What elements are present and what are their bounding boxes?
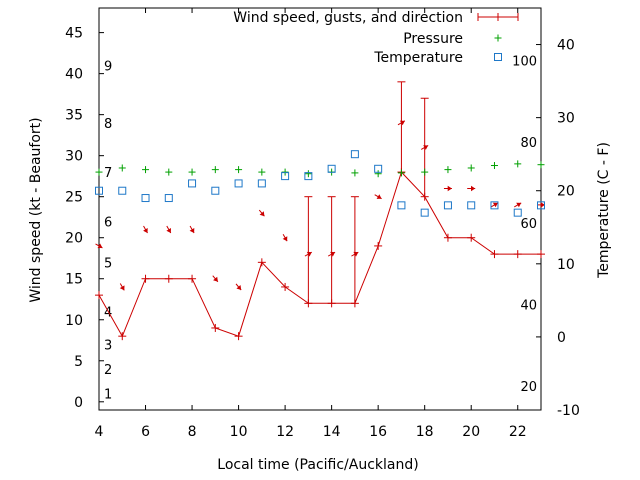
temperature-point [467, 201, 476, 210]
wind-direction-arrowhead [213, 276, 218, 282]
y-tick-label: 45 [65, 26, 83, 42]
wind-direction-arrowhead [166, 228, 171, 233]
beaufort-label: 3 [104, 338, 112, 353]
beaufort-label: 5 [104, 256, 112, 271]
y-tick-label: 20 [65, 231, 83, 247]
beaufort-label: 7 [104, 166, 112, 181]
wind-direction-arrowhead [376, 194, 382, 199]
beaufort-label: 1 [104, 388, 112, 403]
x-tick-label: 16 [369, 424, 387, 440]
legend-label: Temperature [373, 50, 463, 66]
x-tick-label: 14 [323, 424, 341, 440]
y-tick-label: 0 [74, 395, 83, 411]
fahrenheit-label: 100 [512, 55, 537, 70]
beaufort-label: 2 [104, 363, 112, 378]
fahrenheit-label: 40 [520, 299, 537, 314]
wind-direction-arrowhead [306, 251, 312, 257]
temperature-point [350, 150, 359, 159]
beaufort-label: 8 [104, 117, 112, 132]
fahrenheit-label: 80 [520, 136, 537, 151]
x-tick-label: 20 [462, 424, 480, 440]
temperature-point [443, 201, 452, 210]
temperature-point [304, 172, 313, 181]
x-tick-label: 12 [276, 424, 294, 440]
y-tick-label: 40 [65, 67, 83, 83]
x-tick-label: 22 [509, 424, 527, 440]
temperature-point [281, 172, 290, 181]
wind-direction-arrowhead [259, 211, 265, 217]
legend-temperature-swatch [494, 53, 502, 61]
temperature-point [234, 179, 243, 188]
temperature-point [141, 194, 150, 203]
temperature-point [327, 164, 336, 173]
wind-direction-arrowhead [516, 202, 522, 208]
wind-direction-arrowhead [399, 120, 405, 126]
y2-axis-label: Temperature (C - F) [596, 142, 612, 279]
wind-direction-arrowhead [330, 251, 336, 257]
temperature-point [257, 179, 266, 188]
temperature-point [374, 164, 383, 173]
y2-tick-label: 20 [557, 184, 575, 200]
wind-direction-arrowhead [282, 236, 288, 242]
wind-direction-arrowhead [471, 185, 476, 192]
temperature-point [537, 201, 545, 210]
y-tick-label: 30 [65, 149, 83, 165]
wind-direction-arrowhead [447, 185, 452, 192]
x-tick-label: 18 [416, 424, 434, 440]
wind-direction-arrowhead [189, 228, 195, 233]
x-tick-label: 4 [95, 424, 104, 440]
y2-tick-label: 0 [557, 330, 566, 346]
x-tick-label: 6 [141, 424, 150, 440]
series-layer [95, 81, 545, 341]
y-tick-label: 35 [65, 108, 83, 124]
legend: Wind speed, gusts, and direction Pressure… [233, 10, 519, 66]
legend-label: Pressure [403, 31, 463, 47]
temperature-point [95, 186, 103, 195]
temperature-point [397, 201, 406, 210]
beaufort-fahrenheit-labels: 1 2 3 4 5 6 7 8 9 20 40 60 80 100 [104, 55, 537, 403]
y2-tick-label: 10 [557, 257, 575, 273]
y-axis-label: Wind speed (kt - Beaufort) [28, 117, 44, 302]
wind-direction-arrowhead [236, 285, 242, 290]
axes-layer: 4 6 8 10 12 14 16 18 20 22051015202530354045-1001… [65, 7, 580, 440]
beaufort-label: 4 [104, 306, 112, 321]
temperature-point [118, 186, 127, 195]
x-tick-label: 8 [188, 424, 197, 440]
temperature-point [513, 208, 522, 217]
y-tick-label: 5 [74, 354, 83, 370]
fahrenheit-label: 60 [520, 217, 537, 232]
temperature-point [164, 194, 173, 203]
fahrenheit-label: 20 [520, 380, 537, 395]
y-tick-label: 15 [65, 272, 83, 288]
y2-tick-label: -10 [557, 403, 580, 419]
y-tick-label: 10 [65, 313, 83, 329]
x-tick-label: 10 [230, 424, 248, 440]
legend-label: Wind speed, gusts, and direction [233, 10, 463, 26]
wind-direction-arrowhead [143, 228, 148, 233]
wind-direction-arrowhead [97, 243, 103, 249]
y-tick-label: 25 [65, 190, 83, 206]
temperature-point [211, 186, 220, 195]
temperature-point [188, 179, 197, 188]
wind-direction-arrowhead [540, 202, 545, 208]
wind-direction-arrowhead [492, 202, 498, 208]
temperature-point [420, 208, 429, 217]
beaufort-label: 9 [104, 59, 112, 74]
y2-tick-label: 30 [557, 111, 575, 127]
wind-direction-arrowhead [119, 285, 125, 291]
temperature-point [490, 201, 499, 210]
x-axis-label: Local time (Pacific/Auckland) [217, 457, 418, 473]
wind-direction-arrowhead [353, 251, 359, 257]
y2-tick-label: 40 [557, 38, 575, 54]
wind-direction-arrowhead [423, 145, 429, 150]
beaufort-label: 6 [104, 215, 112, 230]
